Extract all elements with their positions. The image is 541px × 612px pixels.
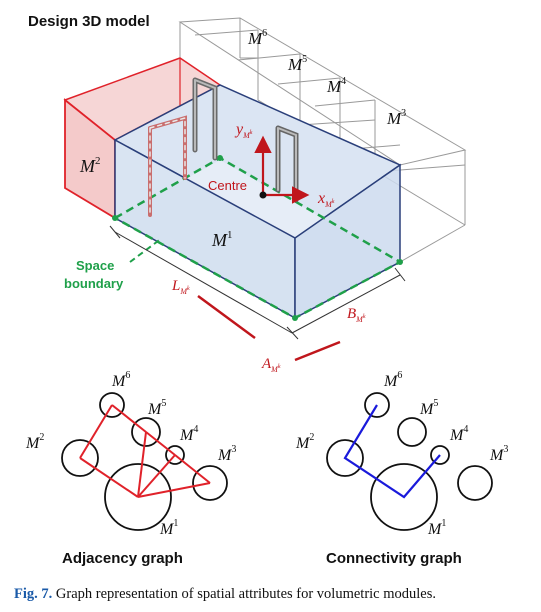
- space-boundary-label-line2: boundary: [64, 276, 124, 291]
- area-pointer-lines: [197, 294, 341, 362]
- conn-node-m4: [430, 445, 450, 465]
- adj-node-m4: [165, 445, 185, 465]
- length-label: LMk: [171, 278, 190, 296]
- area-label: AMk: [261, 356, 281, 374]
- door-frames: [148, 77, 299, 217]
- conn-node-m1: [370, 463, 438, 531]
- boundary-corner-dots: [112, 155, 403, 321]
- adj-node-m2: [61, 439, 99, 477]
- conn-node-m3: [457, 465, 493, 501]
- breadth-label: BMk: [347, 306, 366, 324]
- figure-caption: Fig. 7. Graph representation of spatial …: [14, 586, 534, 603]
- conn-label-m6: M6: [383, 370, 402, 390]
- connectivity-graph: M6 M5 M4 M2 M3 M1 Connectivity graph: [295, 370, 508, 567]
- conn-label-m1: M1: [427, 518, 446, 538]
- conn-node-m2: [326, 439, 364, 477]
- label-m1-3d: M1: [211, 229, 233, 250]
- conn-node-m6: [364, 392, 390, 418]
- module-m1-box: [113, 84, 402, 320]
- adjacency-graph: M6 M5 M4 M2 M3 M1 Adjacency graph: [25, 370, 236, 567]
- adj-node-m6: [99, 392, 125, 418]
- conn-label-m3: M3: [489, 444, 508, 464]
- conn-label-m2: M2: [295, 432, 314, 452]
- adj-node-m5: [131, 417, 161, 447]
- space-boundary-label-line1: Space: [76, 258, 114, 273]
- connectivity-graph-title: Connectivity graph: [326, 550, 462, 567]
- centre-label: Centre: [208, 178, 247, 193]
- y-axis-label: yMk: [234, 121, 253, 140]
- caption-label: Fig. 7.: [14, 586, 53, 602]
- dimension-lines: [109, 225, 406, 340]
- adjacency-nodes: [61, 392, 228, 531]
- x-axis-label: xMk: [317, 190, 335, 209]
- adj-label-m2: M2: [25, 432, 44, 452]
- centre-axes: [254, 135, 310, 204]
- adjacency-edges: [79, 404, 211, 498]
- conn-label-m4: M4: [449, 424, 468, 444]
- adj-label-m3: M3: [217, 444, 236, 464]
- adj-label-m6: M6: [111, 370, 130, 390]
- adj-node-m1: [104, 463, 172, 531]
- label-m5-3d: M5: [287, 54, 307, 74]
- adj-label-m5: M5: [147, 398, 166, 418]
- diagram-title: Design 3D model: [28, 13, 150, 30]
- label-m4-3d: M4: [326, 76, 346, 96]
- centre-point: [259, 191, 267, 199]
- conn-node-m5: [397, 417, 427, 447]
- label-m3-3d: M3: [386, 108, 406, 128]
- adj-label-m1: M1: [159, 518, 178, 538]
- conn-label-m5: M5: [419, 398, 438, 418]
- caption-text: Graph representation of spatial attribut…: [55, 586, 436, 602]
- adjacency-graph-title: Adjacency graph: [62, 550, 183, 567]
- label-m6-3d: M6: [247, 28, 267, 48]
- label-m2-3d: M2: [79, 155, 101, 176]
- adj-label-m4: M4: [179, 424, 198, 444]
- connectivity-nodes: [326, 392, 493, 531]
- adj-node-m3: [192, 465, 228, 501]
- connectivity-edges: [343, 404, 441, 499]
